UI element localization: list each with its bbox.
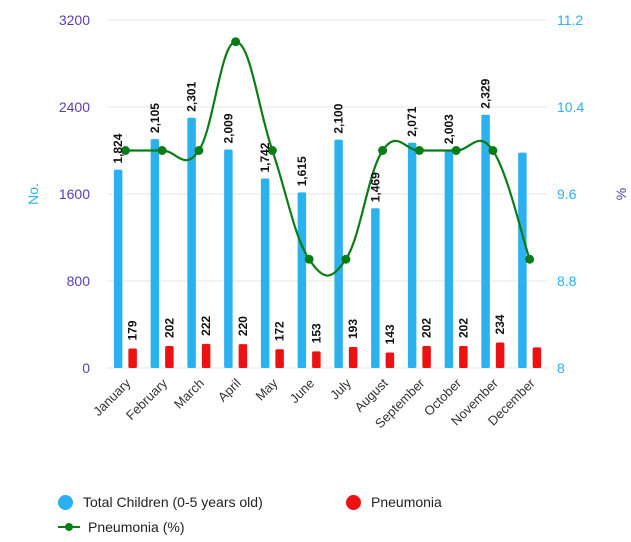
data-label-pneumonia: 220 [236, 316, 250, 336]
gridlines [107, 19, 548, 369]
data-label-total-children: 1,824 [111, 133, 125, 163]
line-point [378, 146, 388, 155]
legend-line-icon [58, 520, 80, 534]
line-point [120, 146, 130, 155]
bar-total-children [407, 142, 417, 368]
data-label-pneumonia: 234 [493, 314, 507, 334]
y2-axis-label: % [613, 188, 629, 200]
bar-pneumonia [275, 349, 284, 368]
data-label-pneumonia: 153 [309, 323, 323, 343]
data-label-pneumonia: 202 [420, 318, 434, 338]
y2-tick-label: 9.6 [557, 186, 577, 202]
x-tick-label: May [253, 375, 281, 403]
y2-tick-label: 8.8 [557, 273, 577, 289]
bar-total-children [224, 149, 233, 368]
bar-pneumonia [165, 346, 174, 368]
line-point [267, 146, 277, 155]
bar-pneumonia [201, 343, 211, 368]
y2-tick-label: 8 [557, 360, 565, 376]
y-tick-label: 3200 [59, 12, 90, 28]
line-series [120, 37, 535, 277]
bar-pneumonia [238, 344, 248, 368]
bar-total-children [150, 139, 160, 368]
data-label-total-children: 2,329 [479, 78, 493, 108]
data-label-total-children: 2,009 [221, 113, 235, 143]
legend-item-pneumonia[interactable]: Pneumonia [346, 494, 442, 510]
bar-total-children [334, 139, 343, 368]
legend-dot-icon [58, 494, 73, 510]
pneumonia-percent-line [125, 40, 531, 277]
bar-pneumonia [312, 351, 321, 368]
data-label-pneumonia: 172 [273, 321, 287, 341]
line-point [488, 146, 498, 155]
line-point [525, 254, 535, 264]
right-axis-ticks: 8 8.8 9.6 10.4 11.2 [557, 12, 584, 376]
data-label-total-children: 2,105 [148, 103, 162, 133]
line-point [451, 146, 461, 155]
x-tick-label: March [171, 376, 207, 412]
data-label-total-children: 1,615 [295, 156, 309, 186]
y2-tick-label: 11.2 [557, 12, 583, 28]
data-label-total-children: 2,003 [442, 114, 456, 144]
data-label-pneumonia: 202 [162, 318, 176, 338]
bar-pneumonia [459, 346, 468, 368]
bar-pneumonia [128, 348, 137, 368]
bar-pneumonia [495, 342, 505, 368]
line-point [157, 146, 167, 155]
line-point [414, 146, 424, 155]
data-label-pneumonia: 143 [383, 324, 397, 344]
legend-label: Pneumonia (%) [88, 519, 185, 535]
legend-dot-icon [346, 494, 361, 510]
data-label-pneumonia: 193 [346, 319, 360, 339]
bar-total-children [187, 117, 196, 368]
data-label-pneumonia: 202 [456, 318, 470, 338]
bar-total-children [481, 114, 490, 368]
bar-pneumonia [422, 346, 431, 368]
line-point [341, 254, 351, 264]
x-tick-label: February [123, 375, 171, 423]
bar-total-children [518, 152, 527, 368]
data-labels: 1,824 179 2,105 202 2,301 222 2,009 220 1,742 172… [111, 78, 507, 344]
data-label-total-children: 2,071 [405, 106, 419, 136]
x-tick-label: June [287, 376, 318, 407]
bar-total-children [371, 208, 380, 368]
data-label-total-children: 1,742 [258, 142, 272, 172]
data-label-total-children: 1,469 [368, 172, 382, 202]
line-point [231, 37, 241, 47]
x-tick-label: April [215, 375, 244, 404]
data-label-pneumonia: 179 [126, 320, 140, 340]
y-axis-label: No. [25, 183, 41, 205]
bar-pneumonia [532, 347, 542, 368]
y-tick-label: 1600 [59, 186, 90, 202]
y2-tick-label: 10.4 [557, 99, 584, 115]
y-tick-label: 0 [82, 360, 90, 376]
line-point [194, 146, 204, 155]
bar-pneumonia [385, 352, 395, 368]
legend-item-total-children[interactable]: Total Children (0-5 years old) [58, 494, 263, 510]
bar-total-children [260, 178, 270, 368]
data-label-total-children: 2,100 [332, 103, 346, 133]
y-tick-label: 2400 [59, 99, 90, 115]
bar-total-children [297, 192, 307, 368]
bars [113, 114, 542, 368]
data-label-pneumonia: 222 [199, 316, 213, 336]
line-point [304, 254, 314, 264]
bar-total-children [444, 150, 454, 368]
legend-label: Pneumonia [371, 494, 442, 510]
legend-item-pneumonia-percent[interactable]: Pneumonia (%) [58, 519, 185, 535]
x-tick-label: July [327, 375, 354, 402]
y-tick-label: 800 [67, 273, 91, 289]
left-axis-ticks: 0 800 1600 2400 3200 [59, 12, 90, 376]
bar-pneumonia [348, 347, 358, 368]
data-label-total-children: 2,301 [185, 81, 199, 111]
legend-label: Total Children (0-5 years old) [83, 494, 263, 510]
bar-total-children [113, 169, 123, 368]
